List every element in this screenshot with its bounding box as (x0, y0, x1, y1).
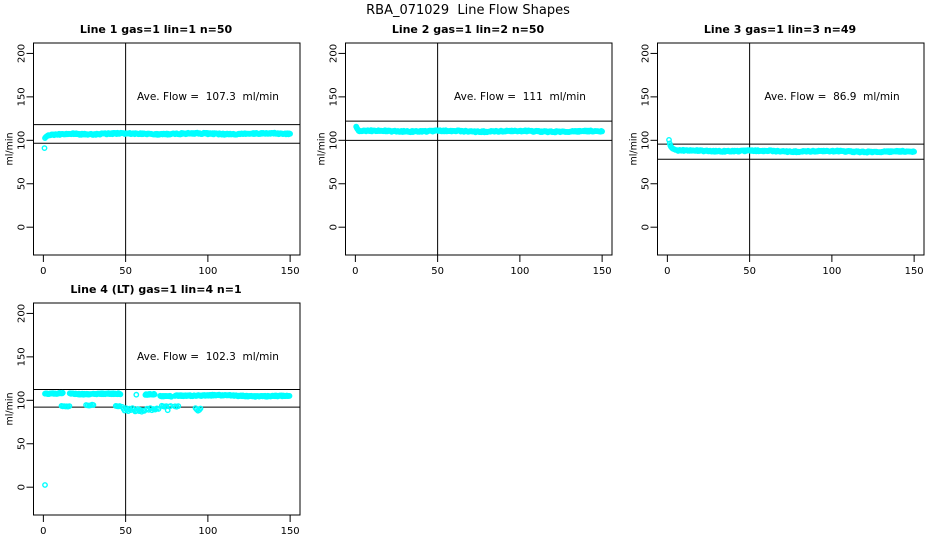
subplot-title: Line 4 (LT) gas=1 lin=4 n=1 (70, 283, 242, 296)
data-point (911, 148, 917, 155)
x-tick-label: 0 (664, 266, 670, 277)
y-tick-label: 100 (329, 131, 340, 150)
y-tick-label: 150 (17, 347, 28, 366)
y-axis-label: ml/min (628, 132, 640, 166)
subplot-line-4: 0 50 100 150 200 0 50 100 150 Line 4 (LT) gas=1 … (0, 280, 312, 540)
x-tick-label: 150 (281, 526, 300, 537)
data-point (155, 406, 162, 412)
y-axis-label: ml/min (4, 392, 16, 426)
data-point (90, 402, 97, 408)
x-tick-label: 150 (905, 266, 924, 277)
data-point (599, 128, 605, 135)
x-tick-label: 150 (593, 266, 612, 277)
y-tick-label: 0 (17, 484, 28, 490)
y-tick-label: 200 (17, 44, 28, 63)
plot-border (345, 42, 613, 256)
x-tick-label: 50 (119, 526, 132, 537)
data-point (41, 145, 48, 152)
data-point (133, 391, 140, 398)
subplot-title: Line 3 gas=1 lin=3 n=49 (703, 23, 857, 36)
y-tick-label: 150 (641, 87, 652, 106)
data-point (197, 405, 204, 412)
y-tick-label: 0 (17, 224, 28, 230)
x-tick-label: 0 (40, 266, 46, 277)
x-tick-label: 50 (119, 266, 132, 277)
data-point (672, 146, 679, 153)
y-tick-label: 200 (329, 44, 340, 63)
subplot-title: Line 2 gas=1 lin=2 n=50 (391, 23, 545, 36)
plot-canvas-line-3: 0 50 100 150 200 0 50 100 150 (641, 42, 925, 277)
subplot-line-3: 0 50 100 150 200 0 50 100 150 Line 3 gas=1 lin=3… (624, 20, 936, 280)
data-point (116, 403, 123, 409)
data-point (59, 389, 66, 396)
data-point (151, 391, 158, 398)
x-tick-label: 100 (198, 266, 217, 277)
plot-border (657, 42, 925, 256)
ave-flow-annotation: Ave. Flow = 111 ml/min (454, 91, 586, 103)
plot-canvas-line-1: 0 50 100 150 200 0 50 100 150 (17, 42, 301, 277)
y-tick-label: 50 (17, 437, 28, 450)
y-tick-label: 50 (329, 177, 340, 190)
y-tick-label: 0 (329, 224, 340, 230)
ave-flow-annotation: Ave. Flow = 86.9 ml/min (764, 91, 900, 103)
data-point (117, 391, 124, 398)
plot-border (33, 42, 301, 256)
x-tick-label: 50 (431, 266, 444, 277)
data-points (666, 137, 917, 156)
x-tick-label: 0 (352, 266, 358, 277)
y-tick-label: 200 (641, 44, 652, 63)
ave-flow-annotation: Ave. Flow = 102.3 ml/min (137, 351, 279, 363)
y-tick-label: 50 (17, 177, 28, 190)
subplot-line-1: 0 50 100 150 200 0 50 100 150 Line 1 gas=1 lin=1… (0, 20, 312, 280)
subplot-title: Line 1 gas=1 lin=1 n=50 (79, 23, 233, 36)
data-points (353, 123, 605, 136)
x-tick-label: 50 (743, 266, 756, 277)
data-points (41, 129, 293, 152)
y-tick-label: 100 (641, 131, 652, 150)
figure-title: RBA_071029 Line Flow Shapes (366, 3, 570, 18)
data-point (175, 403, 182, 410)
data-point (286, 393, 293, 399)
data-point (666, 137, 672, 143)
y-axis-label: ml/min (316, 132, 328, 166)
y-tick-label: 100 (17, 391, 28, 410)
x-tick-label: 100 (822, 266, 841, 277)
plot-canvas-line-4: 0 50 100 150 200 0 50 100 150 (17, 302, 301, 537)
y-tick-label: 150 (17, 87, 28, 106)
data-point (355, 127, 362, 134)
y-tick-label: 150 (329, 87, 340, 106)
x-tick-label: 100 (198, 526, 217, 537)
ave-flow-annotation: Ave. Flow = 107.3 ml/min (137, 91, 279, 103)
y-tick-label: 100 (17, 131, 28, 150)
data-point (66, 403, 73, 410)
plot-border (33, 302, 301, 516)
y-tick-label: 0 (641, 224, 652, 230)
y-tick-label: 200 (17, 304, 28, 323)
data-point (44, 132, 51, 139)
data-point (287, 130, 293, 137)
plot-canvas-line-2: 0 50 100 150 200 0 50 100 150 (329, 42, 613, 277)
x-tick-label: 0 (40, 526, 46, 537)
data-points (42, 389, 293, 488)
x-tick-label: 100 (510, 266, 529, 277)
subplot-line-2: 0 50 100 150 200 0 50 100 150 Line 2 gas=1 lin=2… (312, 20, 624, 280)
y-axis-label: ml/min (4, 132, 16, 166)
x-tick-label: 150 (281, 266, 300, 277)
y-tick-label: 50 (641, 177, 652, 190)
data-point (42, 482, 48, 488)
